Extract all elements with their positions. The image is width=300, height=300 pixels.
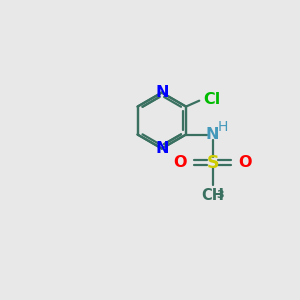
Text: N: N: [155, 85, 169, 100]
Text: 3: 3: [217, 190, 224, 200]
Text: Cl: Cl: [204, 92, 221, 107]
Text: N: N: [206, 127, 219, 142]
Text: S: S: [206, 154, 219, 172]
Text: H: H: [218, 120, 228, 134]
Text: CH: CH: [201, 188, 224, 203]
Text: N: N: [155, 141, 169, 156]
Text: O: O: [238, 155, 252, 170]
Text: O: O: [173, 155, 187, 170]
